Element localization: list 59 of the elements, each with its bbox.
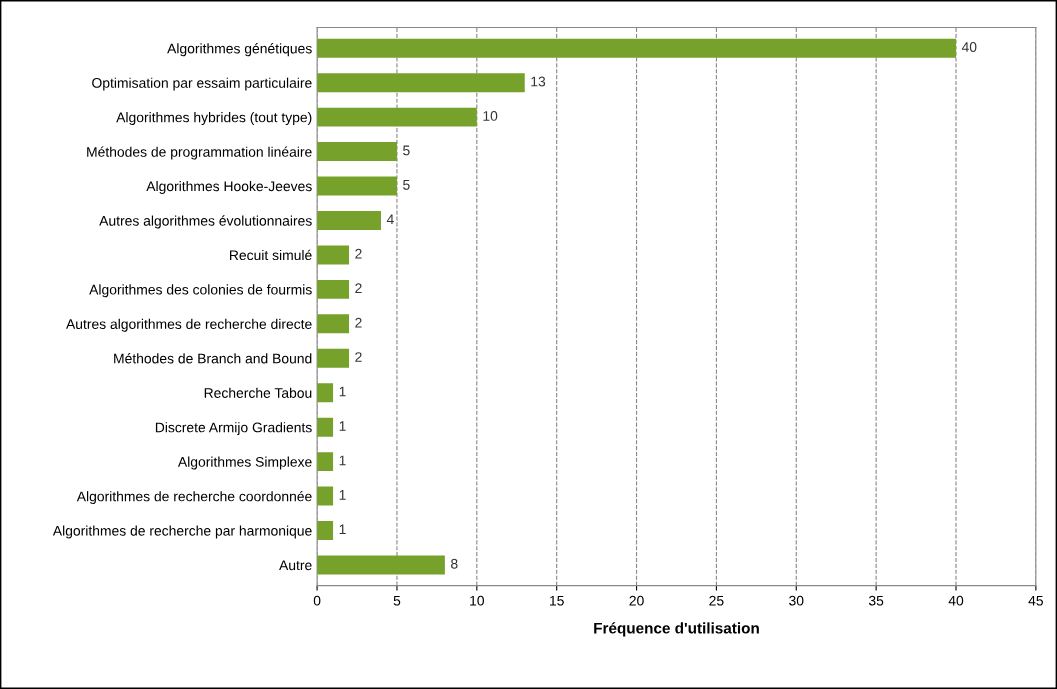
y-tick-label: Algorithmes des colonies de fourmis xyxy=(89,284,312,298)
bar xyxy=(317,348,350,368)
y-tick-label: Méthodes de programmation linéaire xyxy=(87,146,312,160)
x-tick-label: 20 xyxy=(629,595,644,606)
y-tick-label: Recherche Tabou xyxy=(204,387,312,398)
data-label: 8 xyxy=(451,558,458,569)
y-tick-label: Recuit simulé xyxy=(230,249,312,261)
y-tick-label: Autre xyxy=(279,560,312,571)
y-tick-label: Algorithmes génétiques xyxy=(167,43,312,57)
data-label: 2 xyxy=(355,248,362,259)
bar xyxy=(317,142,397,162)
bar xyxy=(317,452,334,472)
y-tick-label: Méthodes de Branch and Bound xyxy=(114,353,312,364)
bar xyxy=(317,555,445,575)
y-tick-label: Optimisation par essaim particulaire xyxy=(92,77,312,91)
x-tick-label: 25 xyxy=(709,595,724,606)
data-label: 13 xyxy=(531,76,546,87)
bar xyxy=(317,417,334,437)
x-tick-label: 15 xyxy=(550,595,564,606)
bar xyxy=(317,279,350,299)
data-label: 10 xyxy=(483,111,498,121)
data-label: 2 xyxy=(355,283,362,293)
y-tick-label: Algorithmes Hooke-Jeeves xyxy=(146,181,312,194)
x-tick-label: 45 xyxy=(1028,595,1043,606)
bar xyxy=(317,211,381,230)
bar xyxy=(317,521,334,540)
bar xyxy=(317,314,350,334)
data-label: 2 xyxy=(355,352,362,362)
y-tick-label: Algorithmes de recherche par harmonique xyxy=(52,525,312,539)
data-label: 1 xyxy=(339,421,346,431)
data-label: 1 xyxy=(339,524,346,535)
bar xyxy=(317,486,334,506)
x-tick-label: 35 xyxy=(868,595,884,606)
x-tick-label: 40 xyxy=(948,595,964,606)
y-tick-label: Algorithmes Simplexe xyxy=(177,456,312,470)
data-label: 5 xyxy=(403,180,410,190)
data-label: 4 xyxy=(386,214,394,225)
data-label: 2 xyxy=(355,317,362,328)
bar xyxy=(317,176,397,196)
data-label: 40 xyxy=(961,42,977,52)
x-tick-label: 10 xyxy=(470,595,485,606)
y-tick-label: Algorithmes de recherche coordonnée xyxy=(76,490,312,505)
bar xyxy=(317,38,956,58)
data-label: 1 xyxy=(339,490,346,500)
y-tick-label: Autres algorithmes de recherche directe xyxy=(66,318,312,332)
bar xyxy=(317,383,334,403)
x-tick-label: 5 xyxy=(393,595,401,606)
bar xyxy=(317,73,525,93)
x-tick-label: 0 xyxy=(313,595,321,606)
x-tick-label: 30 xyxy=(789,595,804,606)
data-label: 5 xyxy=(403,145,410,156)
bar xyxy=(317,245,350,265)
y-tick-label: Autres algorithmes évolutionnaires xyxy=(99,215,312,229)
x-axis-title: Fréquence d'utilisation xyxy=(594,622,759,637)
y-tick-label: Algorithmes hybrides (tout type) xyxy=(116,112,312,126)
bar xyxy=(317,107,477,127)
y-tick-label: Discrete Armijo Gradients xyxy=(155,422,312,436)
data-label: 1 xyxy=(339,455,346,466)
data-label: 1 xyxy=(339,386,346,397)
